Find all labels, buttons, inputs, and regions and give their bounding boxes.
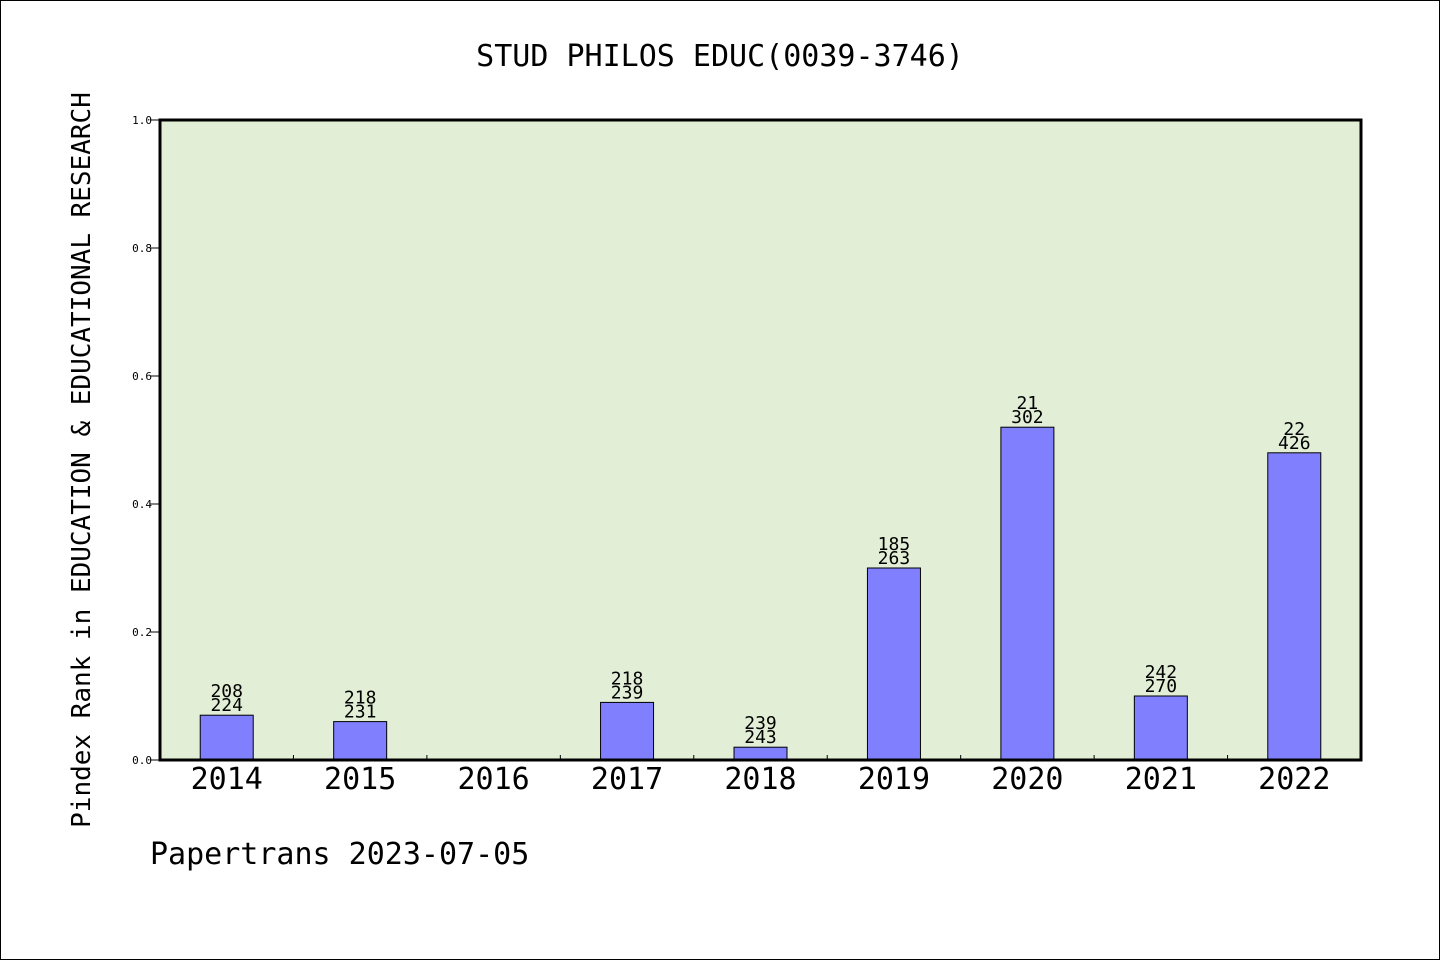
data-label-2020-1: 21 (1017, 393, 1039, 414)
data-label-2018-2: 243 (744, 727, 777, 748)
bar-2015 (333, 721, 388, 761)
data-label-2019-1: 185 (878, 534, 911, 555)
y-tick-label-0.6: 0.6 (132, 370, 152, 383)
y-axis-label: Pindex Rank in EDUCATION & EDUCATIONAL R… (67, 92, 97, 828)
y-tick-label-0.4: 0.4 (132, 498, 152, 511)
data-label-2017-2: 239 (611, 682, 644, 703)
plot-area (160, 120, 1361, 760)
y-tick-label-0.2: 0.2 (132, 626, 152, 639)
data-label-2019-2: 263 (878, 548, 911, 569)
x-tick-label-2017: 2017 (591, 762, 663, 797)
y-tick-label-0.8: 0.8 (132, 242, 152, 255)
ticks-layer: 2014 2015 2016 2017 2018 2019 2020 2021 2022 0.0 0… (132, 114, 1330, 797)
x-tick-label-2022: 2022 (1258, 762, 1330, 797)
x-tick-label-2014: 2014 (191, 762, 263, 797)
data-label-2021-1: 242 (1145, 662, 1178, 683)
x-tick-label-2015: 2015 (324, 762, 396, 797)
data-label-2015-2: 231 (344, 702, 377, 723)
bar-2018 (733, 746, 788, 761)
data-label-2014-2: 224 (210, 695, 243, 716)
bar-2017 (600, 701, 655, 761)
bar-2020 (1000, 426, 1055, 761)
data-label-2018-1: 239 (744, 713, 777, 734)
bar-2021 (1133, 695, 1188, 761)
data-label-2017-1: 218 (611, 668, 644, 689)
x-tick-label-2021: 2021 (1125, 762, 1197, 797)
x-tick-label-2019: 2019 (858, 762, 930, 797)
data-label-2014-1: 208 (210, 681, 243, 702)
chart-title: STUD PHILOS EDUC(0039-3746) (476, 39, 964, 74)
plot-border (158, 118, 1363, 762)
footer-text: Papertrans 2023-07-05 (150, 837, 529, 872)
bar-2019 (866, 567, 921, 761)
data-label-2022-2: 426 (1278, 433, 1311, 454)
y-tick-label-0.0: 0.0 (132, 754, 152, 767)
x-tick-label-2018: 2018 (724, 762, 796, 797)
x-tick-label-2020: 2020 (991, 762, 1063, 797)
y-tick-label-1.0: 1.0 (132, 114, 152, 127)
data-label-2020-2: 302 (1011, 407, 1044, 428)
data-label-2021-2: 270 (1145, 676, 1178, 697)
bars-layer (199, 426, 1322, 761)
data-label-2015-1: 218 (344, 688, 377, 709)
bar-2014 (199, 714, 254, 761)
bar-2022 (1267, 452, 1322, 761)
x-tick-label-2016: 2016 (457, 762, 529, 797)
data-label-2022-1: 22 (1283, 419, 1305, 440)
